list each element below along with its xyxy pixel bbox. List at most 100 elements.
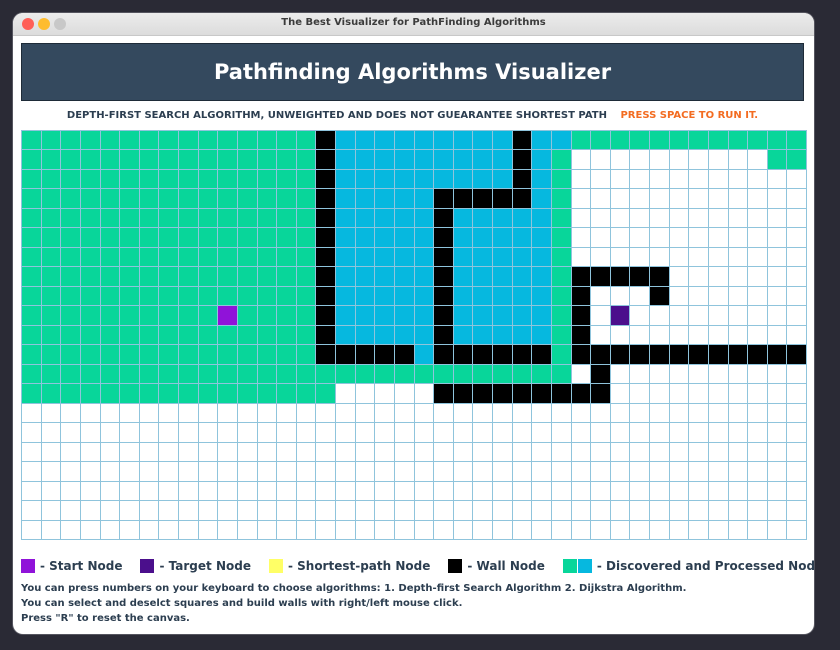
discovered-node-cell[interactable]	[237, 189, 258, 209]
empty-cell[interactable]	[139, 520, 160, 540]
discovered-node-cell[interactable]	[159, 228, 179, 248]
empty-cell[interactable]	[591, 442, 611, 463]
empty-cell[interactable]	[767, 520, 788, 540]
discovered-node-cell[interactable]	[41, 325, 62, 346]
empty-cell[interactable]	[591, 423, 611, 443]
empty-cell[interactable]	[708, 481, 729, 502]
empty-cell[interactable]	[728, 189, 749, 209]
processed-node-cell[interactable]	[394, 131, 415, 151]
processed-node-cell[interactable]	[414, 208, 435, 229]
empty-cell[interactable]	[100, 462, 121, 482]
discovered-node-cell[interactable]	[159, 325, 179, 346]
processed-node-cell[interactable]	[375, 286, 395, 307]
processed-node-cell[interactable]	[336, 189, 356, 209]
empty-cell[interactable]	[708, 325, 729, 346]
processed-node-cell[interactable]	[375, 208, 395, 229]
processed-node-cell[interactable]	[532, 208, 552, 229]
processed-node-cell[interactable]	[473, 150, 493, 170]
discovered-node-cell[interactable]	[198, 306, 219, 326]
processed-node-cell[interactable]	[532, 267, 552, 287]
wall-node-cell[interactable]	[591, 364, 611, 385]
empty-cell[interactable]	[610, 208, 631, 229]
processed-node-cell[interactable]	[434, 150, 454, 170]
empty-cell[interactable]	[708, 501, 729, 521]
discovered-node-cell[interactable]	[277, 208, 297, 229]
processed-node-cell[interactable]	[532, 228, 552, 248]
discovered-node-cell[interactable]	[453, 364, 474, 385]
empty-cell[interactable]	[179, 481, 199, 502]
discovered-node-cell[interactable]	[257, 384, 278, 404]
discovered-node-cell[interactable]	[80, 345, 101, 365]
processed-node-cell[interactable]	[453, 208, 474, 229]
wall-node-cell[interactable]	[728, 345, 749, 365]
wall-node-cell[interactable]	[689, 345, 709, 365]
empty-cell[interactable]	[591, 169, 611, 190]
discovered-node-cell[interactable]	[296, 286, 317, 307]
empty-cell[interactable]	[414, 384, 435, 404]
discovered-node-cell[interactable]	[277, 267, 297, 287]
processed-node-cell[interactable]	[336, 169, 356, 190]
discovered-node-cell[interactable]	[41, 131, 62, 151]
empty-cell[interactable]	[257, 501, 278, 521]
discovered-node-cell[interactable]	[316, 364, 336, 385]
empty-cell[interactable]	[748, 208, 768, 229]
empty-cell[interactable]	[728, 403, 749, 424]
empty-cell[interactable]	[159, 403, 179, 424]
wall-node-cell[interactable]	[650, 267, 670, 287]
discovered-node-cell[interactable]	[296, 228, 317, 248]
discovered-node-cell[interactable]	[61, 189, 81, 209]
empty-cell[interactable]	[375, 384, 395, 404]
empty-cell[interactable]	[728, 423, 749, 443]
discovered-node-cell[interactable]	[41, 228, 62, 248]
discovered-node-cell[interactable]	[100, 150, 121, 170]
processed-node-cell[interactable]	[453, 306, 474, 326]
empty-cell[interactable]	[787, 501, 807, 521]
empty-cell[interactable]	[61, 442, 81, 463]
discovered-node-cell[interactable]	[159, 150, 179, 170]
empty-cell[interactable]	[120, 423, 140, 443]
empty-cell[interactable]	[198, 481, 219, 502]
empty-cell[interactable]	[237, 462, 258, 482]
discovered-node-cell[interactable]	[375, 364, 395, 385]
discovered-node-cell[interactable]	[61, 384, 81, 404]
empty-cell[interactable]	[139, 442, 160, 463]
empty-cell[interactable]	[355, 520, 376, 540]
empty-cell[interactable]	[630, 247, 650, 268]
discovered-node-cell[interactable]	[80, 247, 101, 268]
empty-cell[interactable]	[767, 423, 788, 443]
processed-node-cell[interactable]	[473, 267, 493, 287]
wall-node-cell[interactable]	[473, 384, 493, 404]
empty-cell[interactable]	[689, 325, 709, 346]
empty-cell[interactable]	[787, 325, 807, 346]
discovered-node-cell[interactable]	[689, 131, 709, 151]
empty-cell[interactable]	[669, 150, 690, 170]
empty-cell[interactable]	[375, 520, 395, 540]
empty-cell[interactable]	[591, 247, 611, 268]
empty-cell[interactable]	[728, 364, 749, 385]
empty-cell[interactable]	[708, 267, 729, 287]
discovered-node-cell[interactable]	[22, 189, 42, 209]
wall-node-cell[interactable]	[473, 345, 493, 365]
processed-node-cell[interactable]	[453, 131, 474, 151]
empty-cell[interactable]	[473, 442, 493, 463]
wall-node-cell[interactable]	[394, 345, 415, 365]
empty-cell[interactable]	[394, 423, 415, 443]
discovered-node-cell[interactable]	[100, 169, 121, 190]
discovered-node-cell[interactable]	[120, 247, 140, 268]
empty-cell[interactable]	[453, 501, 474, 521]
processed-node-cell[interactable]	[394, 169, 415, 190]
discovered-node-cell[interactable]	[100, 267, 121, 287]
discovered-node-cell[interactable]	[218, 247, 238, 268]
discovered-node-cell[interactable]	[257, 247, 278, 268]
empty-cell[interactable]	[394, 520, 415, 540]
discovered-node-cell[interactable]	[198, 286, 219, 307]
empty-cell[interactable]	[787, 364, 807, 385]
discovered-node-cell[interactable]	[257, 131, 278, 151]
processed-node-cell[interactable]	[532, 306, 552, 326]
empty-cell[interactable]	[336, 501, 356, 521]
empty-cell[interactable]	[630, 403, 650, 424]
discovered-node-cell[interactable]	[120, 169, 140, 190]
empty-cell[interactable]	[650, 384, 670, 404]
empty-cell[interactable]	[728, 442, 749, 463]
empty-cell[interactable]	[512, 501, 533, 521]
